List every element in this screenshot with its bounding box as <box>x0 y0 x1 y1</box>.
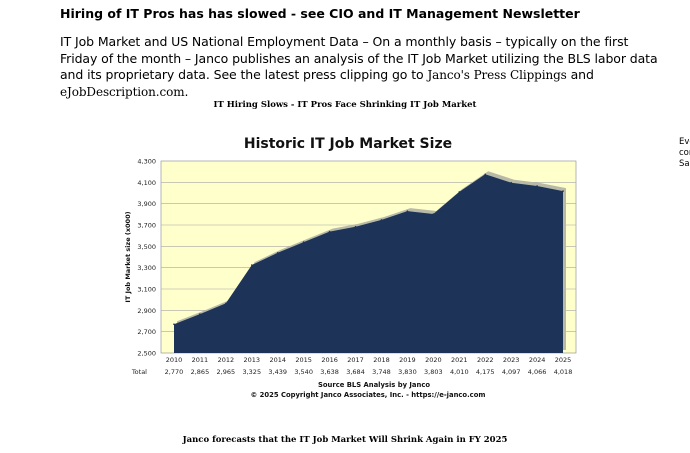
x-tick-label: 2014 <box>269 356 286 364</box>
y-tick-label: 4,100 <box>137 179 156 187</box>
data-point <box>562 190 564 192</box>
data-point <box>536 185 538 187</box>
footer-caption: Janco forecasts that the IT Job Market W… <box>182 435 508 445</box>
x-tick-label: 2015 <box>295 356 312 364</box>
data-point <box>432 213 435 215</box>
x-tick-label: 2021 <box>451 356 468 364</box>
article-intro: IT Job Market and US National Employment… <box>60 34 660 100</box>
y-tick-label: 3,900 <box>137 200 156 208</box>
x-tick-label: 2010 <box>166 356 183 364</box>
article-heading: Hiring of IT Pros has has slowed - see C… <box>60 6 580 21</box>
y-tick-label: 2,500 <box>137 350 156 358</box>
data-point <box>276 252 279 254</box>
x-tick-label: 2022 <box>477 356 494 364</box>
and-text: and <box>566 67 594 82</box>
value-label: 4,097 <box>502 368 521 376</box>
data-point <box>406 210 409 212</box>
row-label: Total <box>131 368 147 376</box>
data-point <box>484 173 487 176</box>
value-label: 4,018 <box>554 368 573 376</box>
x-tick-label: 2025 <box>555 356 572 364</box>
copyright-note: © 2025 Copyright Janco Associates, Inc. … <box>251 391 486 399</box>
intro-text: IT Job Market and US National Employment… <box>60 34 658 82</box>
x-tick-label: 2024 <box>529 356 546 364</box>
x-tick-label: 2023 <box>503 356 520 364</box>
data-point <box>328 230 331 233</box>
side-text-line: cor <box>679 148 690 158</box>
x-tick-label: 2019 <box>399 356 416 364</box>
job-market-chart: Historic IT Job Market Size 2,500 2,700 2,9… <box>124 136 577 399</box>
value-label: 3,325 <box>242 368 261 376</box>
chart-caption: IT Hiring Slows - IT Pros Face Shrinking… <box>213 100 477 110</box>
data-point <box>250 264 253 266</box>
x-tick-label: 2016 <box>321 356 338 364</box>
data-point <box>510 181 512 184</box>
y-tick-label: 4,300 <box>137 158 156 166</box>
side-text: Eve cor Sal <box>679 137 690 170</box>
data-point <box>199 313 201 315</box>
y-axis-label: IT Job Market size (x000) <box>124 211 132 302</box>
data-point <box>225 302 227 305</box>
value-label: 2,965 <box>217 368 236 376</box>
x-tick-label: 2018 <box>373 356 390 364</box>
value-label: 4,010 <box>450 368 469 376</box>
data-point <box>302 241 305 243</box>
value-label: 4,175 <box>476 368 495 376</box>
side-text-line: Eve <box>679 137 690 147</box>
x-tick-label: 2020 <box>425 356 442 364</box>
value-label: 2,865 <box>191 368 210 376</box>
intro-end: . <box>184 83 189 99</box>
data-point <box>458 191 461 193</box>
y-tick-label: 3,500 <box>137 243 156 251</box>
data-point <box>380 219 383 221</box>
data-point <box>354 225 357 228</box>
x-tick-label: 2017 <box>347 356 364 364</box>
value-label: 3,830 <box>398 368 417 376</box>
value-label: 2,770 <box>165 368 184 376</box>
source-note: Source BLS Analysis by Janco <box>318 381 430 389</box>
value-label: 3,638 <box>320 368 339 376</box>
x-tick-label: 2012 <box>218 356 235 364</box>
side-text-line: Sal <box>679 159 690 169</box>
y-tick-label: 2,900 <box>137 307 156 315</box>
press-clippings-link[interactable]: Janco's Press Clippings <box>427 68 567 82</box>
y-tick-label: 2,700 <box>137 328 156 336</box>
value-label: 3,803 <box>424 368 443 376</box>
value-label: 4,066 <box>528 368 547 376</box>
value-label: 3,540 <box>294 368 313 376</box>
value-label: 3,439 <box>268 368 287 376</box>
value-label: 3,684 <box>346 368 365 376</box>
value-label: 3,748 <box>372 368 391 376</box>
x-tick-label: 2013 <box>244 356 261 364</box>
y-tick-label: 3,100 <box>137 286 156 294</box>
area-series <box>174 174 563 353</box>
y-tick-label: 3,300 <box>137 264 156 272</box>
y-tick-label: 3,700 <box>137 222 156 230</box>
chart-title: Historic IT Job Market Size <box>244 136 452 152</box>
x-tick-label: 2011 <box>192 356 209 364</box>
ejobdescription-link[interactable]: eJobDescription.com <box>60 84 185 99</box>
data-point <box>173 323 175 325</box>
